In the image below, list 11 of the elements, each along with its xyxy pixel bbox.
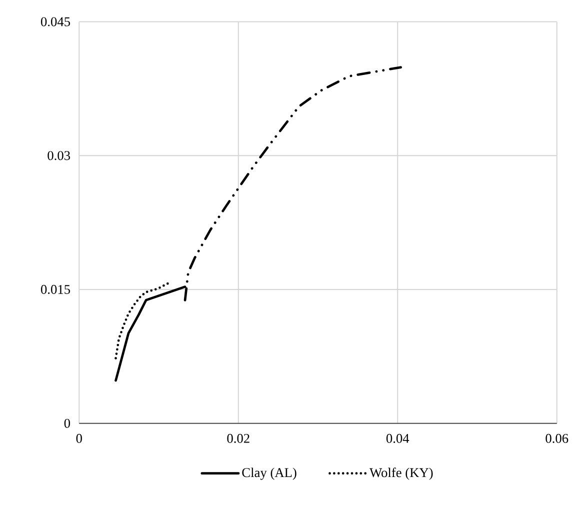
x-tick-label: 0.04 — [386, 434, 410, 443]
x-tick-label: 0.06 — [546, 434, 568, 443]
y-tick-label: 0 — [64, 418, 70, 428]
legend-label: Clay (AL) — [242, 468, 296, 480]
line-series — [114, 282, 170, 360]
y-tick-label: 0.03 — [48, 150, 70, 160]
legend-label: Wolfe (KY) — [370, 467, 433, 480]
x-tick-label: 0.02 — [227, 434, 250, 443]
y-tick-label: 0.045 — [40, 17, 70, 26]
x-tick-label: 0 — [76, 434, 82, 443]
y-tick-label: 0.015 — [40, 284, 70, 294]
